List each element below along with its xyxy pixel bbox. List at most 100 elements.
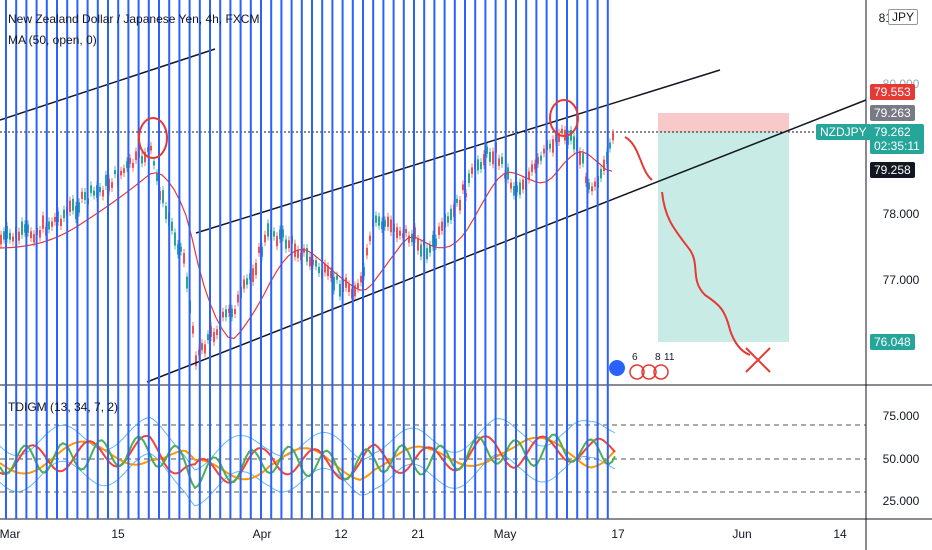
candle-body: [486, 146, 488, 154]
candle-body: [177, 244, 179, 255]
time-label-14: 14: [833, 527, 847, 541]
candle-body: [186, 276, 188, 289]
symbol-tag: NZDJPY: [816, 124, 871, 140]
candle-body: [492, 151, 494, 165]
candle-body: [534, 163, 536, 170]
candle-body: [603, 159, 605, 171]
candle-body: [336, 275, 338, 280]
candle-body: [543, 148, 545, 154]
candle-body: [585, 176, 587, 184]
event-count-a: 6: [632, 352, 638, 363]
candle-body: [558, 132, 560, 142]
event-ring-icon[interactable]: [629, 364, 645, 380]
candle-body: [327, 265, 329, 277]
candle-body: [231, 308, 233, 318]
currency-badge[interactable]: JPY: [888, 9, 919, 25]
bar-countdown: 02:35:11: [874, 139, 920, 153]
candle-body: [411, 233, 413, 243]
candle-body: [237, 294, 239, 303]
x-mark-icon[interactable]: [745, 347, 771, 373]
candle-body: [153, 161, 155, 166]
candle-body: [78, 202, 80, 213]
candle-body: [132, 162, 134, 168]
candle-body: [192, 325, 194, 334]
candle-body: [18, 231, 20, 241]
candle-body: [201, 343, 203, 351]
candle-body: [468, 173, 470, 184]
stop-loss-zone[interactable]: [658, 113, 789, 132]
candle-body: [375, 215, 377, 223]
candle-body: [216, 329, 218, 336]
candle-body: [366, 247, 368, 256]
candle-body: [396, 227, 398, 239]
candle-body: [93, 190, 95, 196]
candle-body: [21, 221, 23, 235]
candle-body: [72, 198, 74, 211]
candle-body: [561, 128, 563, 134]
candle-body: [234, 309, 236, 315]
vertical-line-drawings[interactable]: [5, 0, 609, 519]
candle-body: [264, 234, 266, 243]
candle-body: [324, 263, 326, 273]
candle-body: [135, 151, 137, 161]
event-count-b: 8: [655, 352, 661, 363]
candle-body: [3, 231, 5, 240]
candle-body: [540, 155, 542, 161]
candle-body: [570, 130, 572, 141]
candle-body: [90, 185, 92, 193]
chart-title: New Zealand Dollar / Japanese Yen, 4h, F…: [8, 12, 260, 26]
candle-body: [588, 182, 590, 190]
time-label-17: 17: [611, 527, 625, 541]
oscillator-indicator-label[interactable]: TDIGM (13, 34, 7, 2): [8, 400, 119, 414]
candle-body: [384, 220, 386, 227]
candle-body: [75, 205, 77, 220]
candle-body: [24, 224, 26, 233]
events-icon[interactable]: [609, 360, 625, 376]
event-ring-icon[interactable]: [653, 364, 669, 380]
candle-body: [195, 355, 197, 366]
candle-body: [531, 164, 533, 172]
trendline-channel-top[interactable]: [195, 69, 721, 234]
candle-body: [309, 256, 311, 267]
candle-body: [498, 158, 500, 166]
candle-body: [225, 309, 227, 318]
ma-line: [0, 151, 613, 340]
candle-body: [549, 143, 551, 149]
candle-body: [246, 278, 248, 285]
freehand-path-annotation[interactable]: [624, 136, 751, 356]
event-ring-icon[interactable]: [641, 364, 657, 380]
price-tag-stop: 79.553: [870, 84, 915, 100]
candle-body: [510, 182, 512, 189]
candle-body: [213, 331, 215, 342]
candle-body: [126, 161, 128, 169]
ma-indicator-label[interactable]: MA (50, open, 0): [8, 33, 97, 47]
circle-annotation-left[interactable]: [138, 117, 168, 159]
price-tag-black: 79.258: [870, 162, 915, 178]
candle-body: [99, 186, 101, 193]
candle-body: [378, 216, 380, 226]
osc-axis-label-75: 75.000: [882, 409, 920, 423]
candle-body: [174, 232, 176, 246]
candle-body: [282, 229, 284, 238]
current-price-tag: 79.262 02:35:11: [870, 124, 924, 154]
candle-body: [288, 240, 290, 249]
candle-body: [462, 184, 464, 191]
candle-body: [252, 268, 254, 282]
candle-body: [123, 168, 125, 173]
candle-body: [612, 133, 614, 141]
candle-body: [582, 153, 584, 164]
osc-fast-line: [0, 434, 616, 484]
candle-body: [552, 139, 554, 153]
candle-body: [255, 262, 257, 275]
candle-body: [471, 167, 473, 174]
candle-body: [354, 285, 356, 297]
candle-body: [420, 244, 422, 257]
circle-annotation-right[interactable]: [549, 99, 579, 137]
event-count-c: 11: [664, 352, 675, 363]
time-label-15: 15: [111, 527, 125, 541]
candle-body: [456, 198, 458, 203]
candle-body: [360, 275, 362, 283]
candle-body: [519, 182, 521, 195]
time-label-jun: Jun: [732, 527, 752, 541]
